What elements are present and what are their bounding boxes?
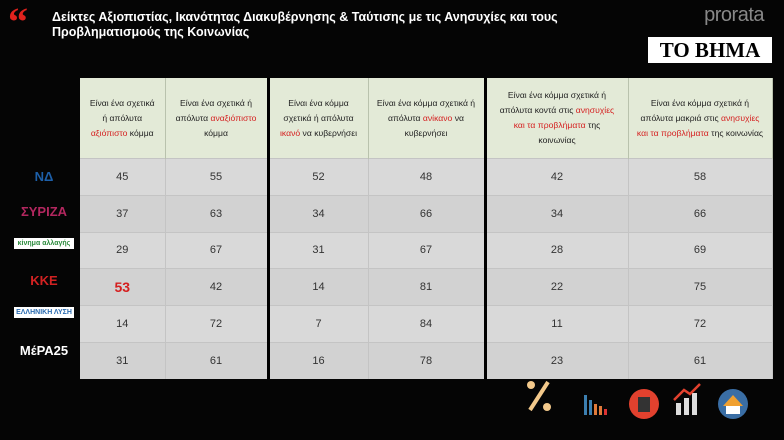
highlight-text: ικανό xyxy=(280,127,301,138)
highlight-text: αναξιόπιστο xyxy=(210,112,257,123)
table-row: 37 63 34 66 34 66 xyxy=(80,194,773,233)
table-cell: 42 xyxy=(485,158,629,196)
header-text: να κυβερνήσει xyxy=(300,127,357,138)
party-logo: κίνημα αλλαγής xyxy=(14,237,74,249)
table-cell: 34 xyxy=(485,194,629,233)
house-icon xyxy=(718,389,748,419)
table-cell: 63 xyxy=(165,194,270,233)
table-cell: 72 xyxy=(628,305,773,343)
table-cell: 67 xyxy=(368,231,487,269)
header-text: Είναι ένα κόμμα σχετικά ή απόλυτα κοντά … xyxy=(499,90,607,115)
party-logo: ΜέΡΑ25 xyxy=(19,343,69,358)
table-cell: 7 xyxy=(268,305,369,343)
header-text: Είναι ένα σχετικά ή απόλυτα xyxy=(175,97,252,123)
table-cell: 45 xyxy=(80,158,166,196)
percent-icon xyxy=(527,380,551,412)
header-text: να κυβερνήσει xyxy=(404,112,464,138)
header-row: Είναι ένα σχετικά ή απόλυτα αξιόπιστο κό… xyxy=(80,78,773,159)
header-text: Είναι ένα σχετικά ή απόλυτα xyxy=(89,97,155,123)
table-cell: 66 xyxy=(628,194,773,233)
table-cell: 55 xyxy=(165,158,270,196)
column-header: Είναι ένα κόμμα σχετικά ή απόλυτα ανίκαν… xyxy=(368,78,487,159)
table-cell: 67 xyxy=(165,231,270,269)
column-header: Είναι ένα κόμμα σχετικά ή απόλυτα ικανό … xyxy=(268,78,369,159)
table-cell: 52 xyxy=(268,158,369,196)
quote-icon: “ xyxy=(8,0,28,44)
column-header: Είναι ένα κόμμα σχετικά ή απόλυτα μακριά… xyxy=(628,78,773,159)
table-cell: 11 xyxy=(485,305,629,343)
column-header: Είναι ένα σχετικά ή απόλυτα αξιόπιστο κό… xyxy=(80,78,166,159)
table-cell: 16 xyxy=(268,341,369,379)
table-row: 53 42 14 81 22 75 xyxy=(80,268,773,306)
header-text: Είναι ένα κόμμα σχετικά ή απόλυτα μακριά… xyxy=(640,97,750,123)
party-logo: ΣΥΡΙΖΑ xyxy=(20,203,68,219)
table-cell: 31 xyxy=(268,231,369,269)
header-text: της κοινωνίας xyxy=(538,120,601,145)
highlight-text: αξιόπιστο xyxy=(90,127,128,138)
highlight-text: ανίκανο xyxy=(422,112,453,123)
table-cell: 58 xyxy=(628,158,773,196)
table-cell: 34 xyxy=(268,194,369,233)
table-row: 45 55 52 48 42 58 xyxy=(80,158,773,196)
table-body: 45 55 52 48 42 58 37 63 34 66 34 66 29 67 31 67 28 69 53 42… xyxy=(80,158,773,379)
table: Είναι ένα σχετικά ή απόλυτα αξιόπιστο κό… xyxy=(80,78,773,379)
table-row: 14 72 7 84 11 72 xyxy=(80,305,773,343)
party-logo: ΕΛΛΗΝΙΚΗ ΛΥΣΗ xyxy=(14,307,74,319)
table-cell: 61 xyxy=(628,341,773,379)
table-cell: 22 xyxy=(485,268,629,306)
highlight-text: ανησυχίες και τα προβλήματα xyxy=(513,105,615,130)
party-logo: ΝΔ xyxy=(34,169,54,184)
table-cell: 29 xyxy=(80,231,166,269)
table-cell: 75 xyxy=(628,268,773,306)
table-cell: 81 xyxy=(368,268,487,306)
newspaper-logo: ΤΟ ΒΗΜΑ xyxy=(648,37,772,63)
trash-icon xyxy=(629,389,659,419)
table-cell: 53 xyxy=(80,268,166,306)
table-cell: 72 xyxy=(165,305,270,343)
bars-icon xyxy=(584,395,607,415)
brand: prorata xyxy=(704,4,764,26)
table-cell: 61 xyxy=(165,341,270,379)
party-logo: ΚΚΕ xyxy=(30,273,58,289)
table-cell: 23 xyxy=(485,341,629,379)
table-cell: 42 xyxy=(165,268,270,306)
table-row: 31 61 16 78 23 61 xyxy=(80,341,773,379)
highlight-text: ανησυχίες και τα προβλήματα xyxy=(636,112,760,138)
header-text: κόμμα xyxy=(127,127,154,138)
column-header: Είναι ένα σχετικά ή απόλυτα αναξιόπιστο … xyxy=(165,78,270,159)
table-cell: 66 xyxy=(368,194,487,233)
growth-icon xyxy=(673,383,701,415)
header-text: Είναι ένα κόμμα σχετικά ή απόλυτα xyxy=(283,97,354,123)
header-text: κόμμα xyxy=(204,127,228,138)
table-cell: 31 xyxy=(80,341,166,379)
table-cell: 69 xyxy=(628,231,773,269)
table-cell: 14 xyxy=(268,268,369,306)
column-header: Είναι ένα κόμμα σχετικά ή απόλυτα κοντά … xyxy=(485,78,629,159)
table-cell: 28 xyxy=(485,231,629,269)
table-row: 29 67 31 67 28 69 xyxy=(80,231,773,269)
table-cell: 14 xyxy=(80,305,166,343)
table-cell: 48 xyxy=(368,158,487,196)
table-cell: 84 xyxy=(368,305,487,343)
header-text: Είναι ένα κόμμα σχετικά ή απόλυτα xyxy=(376,97,476,123)
header-text: της κοινωνίας xyxy=(708,127,764,138)
table-cell: 37 xyxy=(80,194,166,233)
table-cell: 78 xyxy=(368,341,487,379)
title: Δείκτες Αξιοπιστίας, Ικανότητας Διακυβέρ… xyxy=(52,10,558,39)
